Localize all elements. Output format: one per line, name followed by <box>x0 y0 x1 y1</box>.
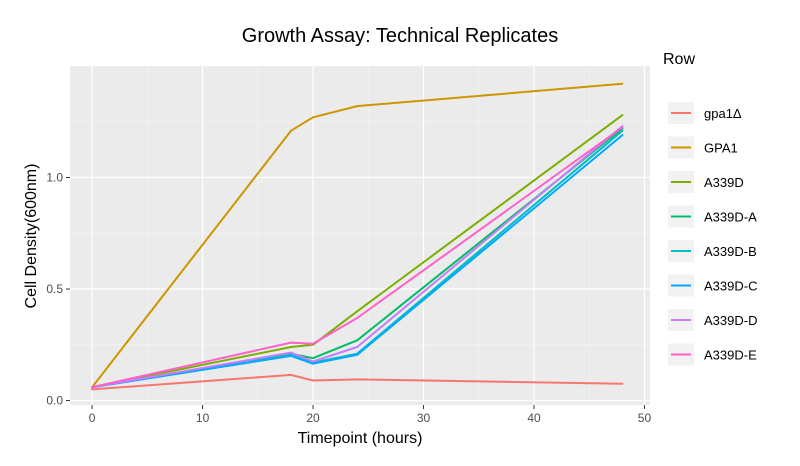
y-tick-label: 0.5 <box>46 282 63 296</box>
x-tick-label: 50 <box>638 411 652 425</box>
series-line-gpa1Δ <box>91 373 624 391</box>
chart-title: Growth Assay: Technical Replicates <box>242 25 558 47</box>
legend-label: A339D-E <box>704 348 757 363</box>
plot-panel <box>70 66 650 405</box>
legend-label: gpa1Δ <box>704 106 742 121</box>
series-line-GPA1 <box>91 82 624 389</box>
x-tick-label: 0 <box>89 411 96 425</box>
y-tick-label: 0.0 <box>46 394 63 408</box>
series-lines <box>91 82 624 391</box>
y-tick-label: 1.0 <box>46 171 63 185</box>
legend-label: A339D-D <box>704 313 757 328</box>
legend: gpa1Δ GPA1 A339D A339D-A A339D-B A339D-C A339D… <box>668 102 757 366</box>
x-tick-label: 10 <box>196 411 210 425</box>
series-line-A339D-D <box>91 125 624 389</box>
series-line-A339D-E <box>91 126 624 389</box>
legend-label: A339D-B <box>704 244 757 259</box>
axes: 0 10 20 30 40 50 0.0 0.5 1.0 <box>46 171 651 425</box>
series-line-A339D-C <box>91 134 624 389</box>
x-tick-label: 20 <box>306 411 320 425</box>
legend-label: A339D-A <box>704 210 757 225</box>
legend-label: GPA1 <box>704 141 738 156</box>
x-axis-label: Timepoint (hours) <box>298 430 423 447</box>
legend-label: A339D-C <box>704 279 757 294</box>
x-tick-label: 40 <box>527 411 541 425</box>
series-line-A339D <box>91 114 624 389</box>
y-axis-label: Cell Density(600nm) <box>23 164 40 309</box>
x-tick-label: 30 <box>417 411 431 425</box>
legend-label: A339D <box>704 175 744 190</box>
legend-title: Row <box>663 51 695 68</box>
